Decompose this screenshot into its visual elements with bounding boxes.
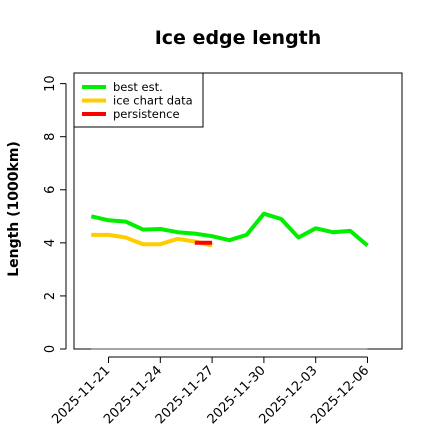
y-tick-label: 2 [43, 292, 58, 300]
y-tick-label: 10 [43, 75, 58, 92]
y-tick-label: 8 [43, 133, 58, 141]
y-tick-label: 0 [43, 345, 58, 353]
y-tick-label: 4 [43, 239, 58, 247]
legend-entry: ice chart data [113, 94, 193, 108]
legend-entry: persistence [113, 107, 180, 121]
series-line-best-est [90, 211, 369, 248]
y-axis-label: Length (1000km) [6, 141, 22, 277]
legend-entry: best est. [113, 80, 163, 94]
chart-title: Ice edge length [155, 27, 322, 49]
series-line-ice-chart-data [91, 232, 213, 248]
y-tick-label: 6 [43, 186, 58, 194]
